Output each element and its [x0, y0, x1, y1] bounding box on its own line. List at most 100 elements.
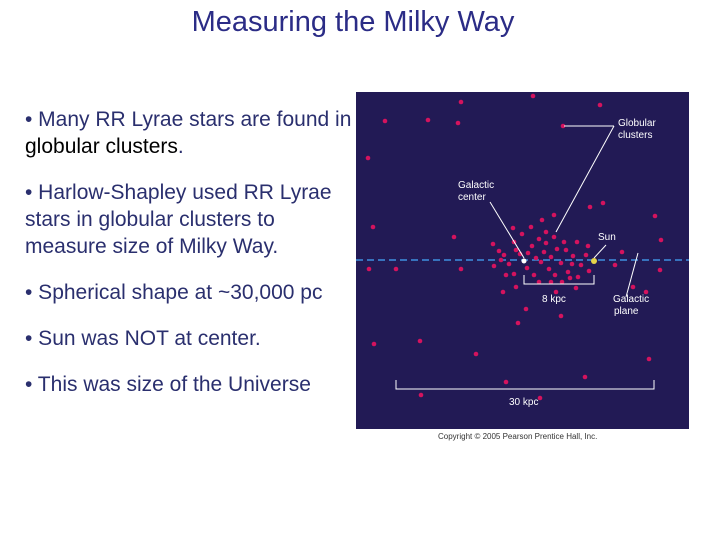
- globular-cluster-dot: [560, 123, 566, 129]
- bullet-item: • Harlow-Shapley used RR Lyrae stars in …: [25, 179, 355, 260]
- globular-cluster-dot: [537, 395, 543, 401]
- globular-label-2: clusters: [618, 130, 652, 141]
- globular-cluster-dot: [382, 118, 388, 124]
- globular-cluster-dot: [506, 261, 512, 267]
- globular-cluster-dot: [558, 313, 564, 319]
- globular-cluster-dot: [546, 266, 552, 272]
- center-label-2: center: [458, 192, 486, 203]
- eight-kpc-bracket: [523, 275, 595, 285]
- globular-cluster-dot: [543, 240, 549, 246]
- globular-cluster-dot: [531, 272, 537, 278]
- plane-label-1: Galactic: [613, 294, 649, 305]
- bullet-item: • Spherical shape at ~30,000 pc: [25, 279, 355, 306]
- bullet-item: • This was size of the Universe: [25, 371, 355, 398]
- leader-lines: [395, 125, 655, 390]
- globular-label-1: Globular: [618, 118, 656, 129]
- globular-cluster-dot: [473, 351, 479, 357]
- globular-cluster-dot: [646, 356, 652, 362]
- copyright-text: Copyright © 2005 Pearson Prentice Hall, …: [438, 432, 598, 441]
- globular-cluster-dot: [524, 265, 530, 271]
- globular-cluster-dot: [525, 250, 531, 256]
- bullet-text: • Harlow-Shapley used RR Lyrae stars in …: [25, 181, 332, 258]
- globular-cluster-dot: [643, 289, 649, 295]
- bullet-list: • Many RR Lyrae stars are found in globu…: [25, 106, 355, 417]
- globular-cluster-dot: [365, 155, 371, 161]
- diagram-labels: Globular clusters Galactic center Sun 8 …: [458, 118, 656, 408]
- leader-line: [489, 201, 525, 259]
- globular-cluster-dot: [541, 249, 547, 255]
- globular-cluster-dot: [574, 239, 580, 245]
- slide-title: Measuring the Milky Way: [191, 6, 515, 38]
- globular-cluster-dot: [565, 269, 571, 275]
- globular-cluster-dot: [536, 279, 542, 285]
- leader-line: [593, 244, 607, 259]
- globular-cluster-dot: [587, 204, 593, 210]
- globular-cluster-dot: [458, 266, 464, 272]
- milky-way-diagram: Globular clusters Galactic center Sun 8 …: [356, 92, 689, 429]
- globular-cluster-dot: [529, 243, 535, 249]
- globular-cluster-dot: [523, 306, 529, 312]
- bullet-text: • Many RR Lyrae stars are found in: [25, 108, 352, 131]
- globular-cluster-dot: [513, 247, 519, 253]
- bullet-text: • Sun was NOT at center.: [25, 327, 261, 350]
- globular-cluster-dot: [570, 253, 576, 259]
- globular-cluster-dot: [551, 234, 557, 240]
- globular-cluster-dot: [573, 285, 579, 291]
- globular-cluster-dot: [567, 275, 573, 281]
- bullet-text: • This was size of the Universe: [25, 373, 311, 396]
- globular-cluster-dot: [393, 266, 399, 272]
- globular-cluster-dot: [559, 279, 565, 285]
- bullet-emphasis: globular clusters: [25, 135, 178, 158]
- leader-line: [555, 125, 615, 233]
- globular-cluster-dot: [563, 247, 569, 253]
- globular-cluster-dot: [578, 262, 584, 268]
- globular-cluster-dot: [458, 99, 464, 105]
- globular-cluster-dot: [619, 249, 625, 255]
- globular-cluster-dot: [510, 225, 516, 231]
- bullet-item: • Many RR Lyrae stars are found in globu…: [25, 106, 355, 160]
- globular-cluster-dot: [553, 289, 559, 295]
- globular-cluster-dot: [554, 246, 560, 252]
- globular-clusters: [365, 93, 664, 401]
- globular-cluster-dot: [490, 241, 496, 247]
- globular-cluster-dot: [600, 200, 606, 206]
- globular-cluster-dot: [530, 93, 536, 99]
- globular-cluster-dot: [548, 279, 554, 285]
- globular-cluster-dot: [451, 234, 457, 240]
- sun-marker: [591, 258, 597, 264]
- globular-cluster-dot: [582, 374, 588, 380]
- globular-cluster-dot: [515, 320, 521, 326]
- eight-kpc-label: 8 kpc: [542, 294, 566, 305]
- center-label-1: Galactic: [458, 180, 494, 191]
- bullet-text: • Spherical shape at ~30,000 pc: [25, 281, 323, 304]
- globular-cluster-dot: [569, 261, 575, 267]
- plane-label-2: plane: [614, 306, 639, 317]
- globular-cluster-dot: [501, 252, 507, 258]
- globular-cluster-dot: [511, 271, 517, 277]
- globular-cluster-dot: [528, 224, 534, 230]
- globular-cluster-dot: [513, 284, 519, 290]
- globular-cluster-dot: [519, 231, 525, 237]
- globular-cluster-dot: [503, 272, 509, 278]
- globular-cluster-dot: [551, 212, 557, 218]
- globular-cluster-dot: [417, 338, 423, 344]
- globular-cluster-dot: [575, 274, 581, 280]
- globular-cluster-dot: [552, 272, 558, 278]
- globular-cluster-dot: [503, 379, 509, 385]
- globular-cluster-dot: [371, 341, 377, 347]
- globular-cluster-dot: [558, 260, 564, 266]
- bullet-item: • Sun was NOT at center.: [25, 325, 355, 352]
- globular-cluster-dot: [543, 229, 549, 235]
- globular-cluster-dot: [548, 254, 554, 260]
- globular-cluster-dot: [538, 259, 544, 265]
- globular-cluster-dot: [630, 284, 636, 290]
- thirty-kpc-label: 30 kpc: [509, 397, 538, 408]
- globular-cluster-dot: [585, 243, 591, 249]
- thirty-kpc-bracket: [395, 380, 655, 390]
- globular-cluster-dot: [491, 263, 497, 269]
- globular-cluster-dot: [652, 213, 658, 219]
- globular-cluster-dot: [496, 248, 502, 254]
- globular-cluster-dot: [425, 117, 431, 123]
- bullet-text-end: .: [177, 135, 184, 158]
- globular-cluster-dot: [498, 257, 504, 263]
